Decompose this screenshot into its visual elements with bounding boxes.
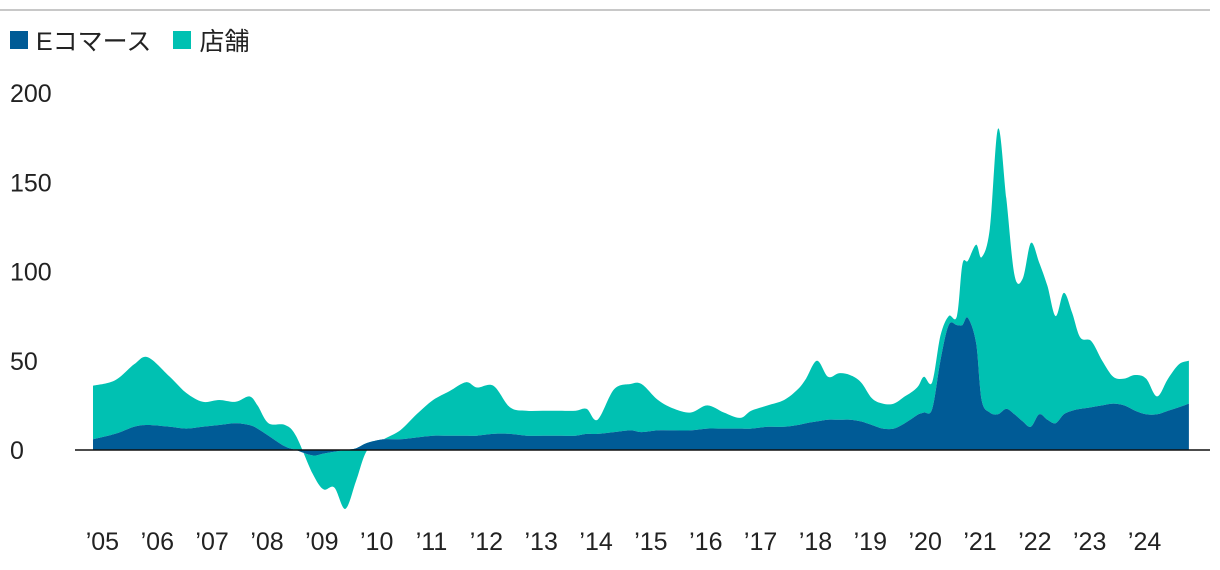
y-tick-label: 0 [10,437,24,465]
y-axis-ticks: 0 50 100 150 200 [10,80,52,465]
chart-areas [93,128,1189,509]
x-tick-label: ’06 [141,528,174,556]
y-tick-label: 150 [10,169,52,197]
legend-label-stores: 店舗 [199,28,250,56]
x-tick-label: ’17 [744,528,777,556]
x-tick-label: ’10 [360,528,393,556]
series-area-ecommerce [93,317,1189,456]
x-tick-label: ’07 [195,528,228,556]
x-tick-label: ’16 [689,528,722,556]
x-tick-label: ’14 [579,528,612,556]
x-tick-label: ’08 [250,528,283,556]
x-tick-label: ’15 [634,528,667,556]
top-rule [0,9,1210,11]
legend-label-ecommerce: Eコマース [36,28,152,56]
y-tick-label: 100 [10,259,52,287]
y-tick-label: 200 [10,80,52,108]
x-tick-label: ’23 [1073,528,1106,556]
x-tick-label: ’11 [416,528,448,556]
x-tick-label: ’24 [1128,528,1161,556]
x-tick-label: ’12 [470,528,503,556]
x-tick-label: ’21 [963,528,996,556]
series-area-stores [93,128,1189,509]
legend: Eコマース 店舗 [10,22,249,58]
legend-swatch-stores [173,31,192,49]
legend-item-stores: 店舗 [173,22,249,58]
legend-item-ecommerce: Eコマース [10,22,151,58]
x-tick-label: ’18 [799,528,832,556]
x-tick-label: ’13 [525,528,558,556]
x-axis-ticks: ’05 ’06 ’07 ’08 ’09 ’10 ’11 ’12 ’13 ’14 ’15 ’16 ’17 ’… [86,528,1162,556]
x-tick-label: ’19 [854,528,887,556]
x-tick-label: ’05 [86,528,119,556]
y-tick-label: 50 [10,348,38,376]
x-tick-label: ’20 [909,528,942,556]
x-tick-label: ’09 [305,528,338,556]
x-tick-label: ’22 [1018,528,1051,556]
legend-swatch-ecommerce [10,31,28,49]
